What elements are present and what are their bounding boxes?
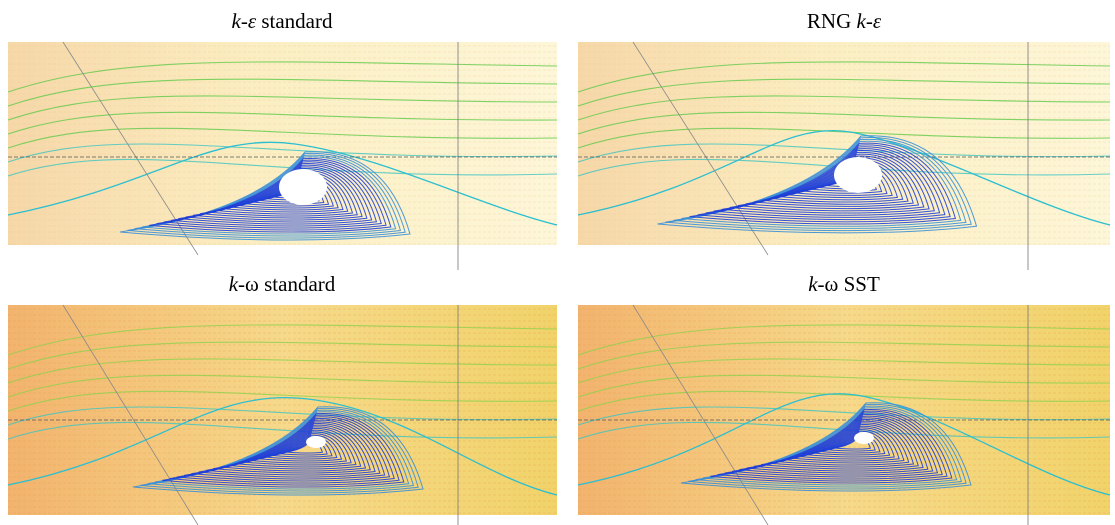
title-part: standard [256, 9, 333, 33]
vortex-core [834, 157, 882, 193]
vortex-core [279, 169, 327, 205]
figure: k-ε standardRNG k-εk-ω standardk-ω SST [0, 0, 1115, 525]
title-part: RNG [807, 9, 857, 33]
flow-panel [578, 305, 1110, 525]
vortex-core [306, 436, 326, 448]
panel-title: k-ω standard [229, 272, 336, 296]
panel-title: k-ω SST [808, 272, 880, 296]
title-part: ω standard [245, 272, 336, 296]
title-part: k-ε [232, 9, 257, 33]
title-part: k- [808, 272, 824, 296]
flow-panel [8, 42, 557, 270]
flow-panel [8, 305, 557, 525]
title-part: k- [229, 272, 245, 296]
flow-field [8, 305, 557, 515]
panel-title: k-ε standard [232, 9, 333, 33]
title-part: k-ε [857, 9, 882, 33]
panel-title: RNG k-ε [807, 9, 882, 33]
page: k-ε standardRNG k-εk-ω standardk-ω SST (… [0, 0, 1115, 525]
flow-field [578, 42, 1110, 245]
flow-panel [578, 42, 1110, 270]
title-part: ω SST [825, 272, 880, 296]
vortex-core [854, 432, 874, 444]
